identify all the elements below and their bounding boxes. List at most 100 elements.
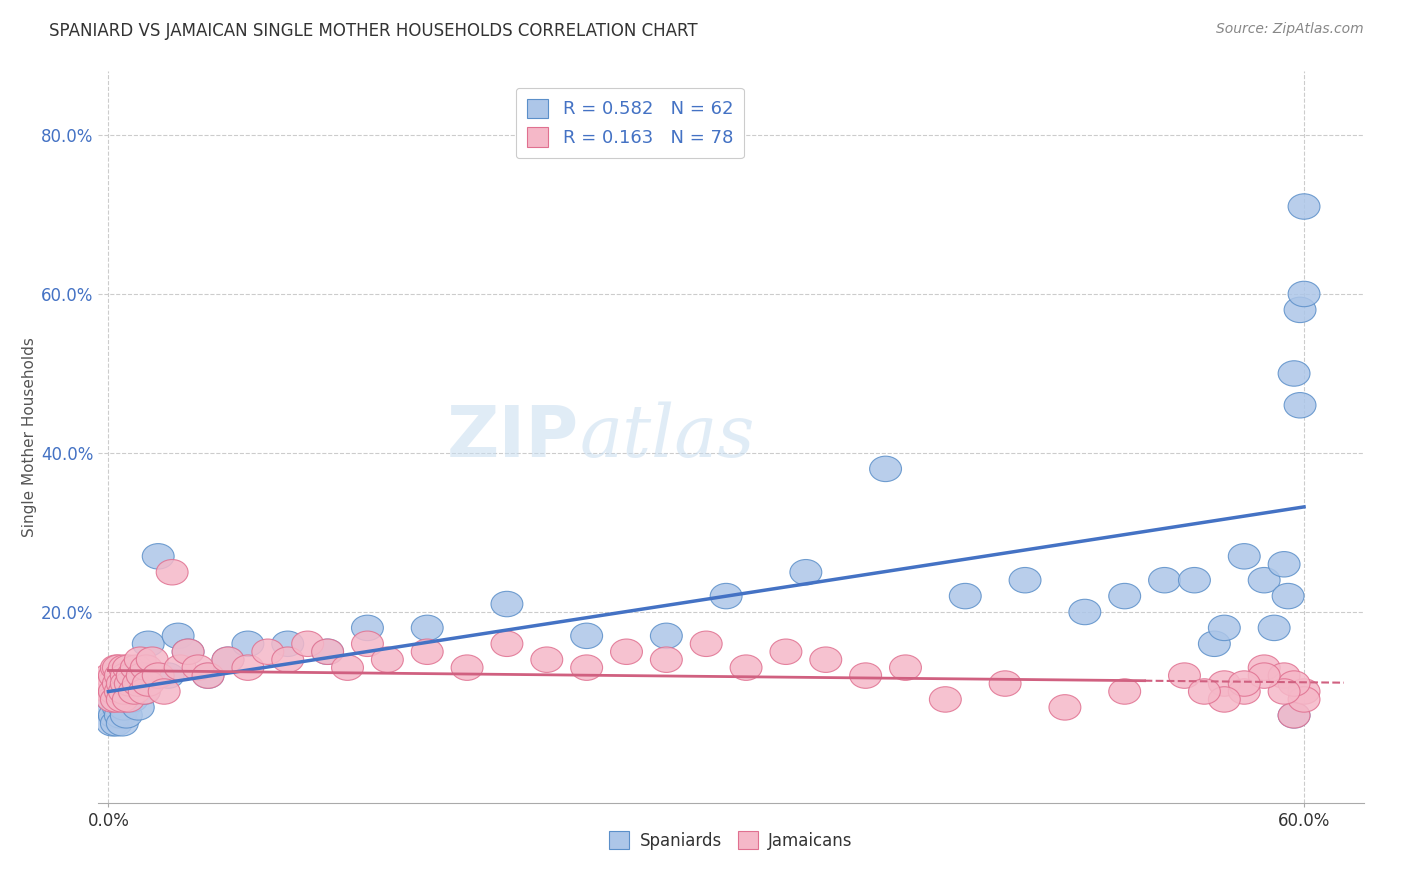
Ellipse shape [100,711,132,736]
Ellipse shape [890,655,921,681]
Ellipse shape [371,647,404,673]
Ellipse shape [121,679,152,704]
Ellipse shape [98,679,131,704]
Ellipse shape [990,671,1021,697]
Ellipse shape [152,663,184,689]
Ellipse shape [1284,392,1316,418]
Ellipse shape [1149,567,1181,593]
Ellipse shape [97,687,128,712]
Ellipse shape [142,663,174,689]
Ellipse shape [94,679,127,704]
Ellipse shape [1272,583,1303,609]
Ellipse shape [107,671,138,697]
Ellipse shape [949,583,981,609]
Ellipse shape [107,711,138,736]
Ellipse shape [104,663,136,689]
Ellipse shape [128,679,160,704]
Ellipse shape [929,687,962,712]
Ellipse shape [111,671,142,697]
Ellipse shape [1249,663,1279,689]
Ellipse shape [111,663,142,689]
Ellipse shape [98,679,131,704]
Ellipse shape [103,655,135,681]
Ellipse shape [97,711,128,736]
Ellipse shape [451,655,484,681]
Ellipse shape [352,615,384,640]
Ellipse shape [132,631,165,657]
Ellipse shape [810,647,842,673]
Ellipse shape [1249,567,1279,593]
Ellipse shape [97,687,128,712]
Ellipse shape [271,631,304,657]
Ellipse shape [117,687,148,712]
Ellipse shape [1278,703,1310,728]
Ellipse shape [491,591,523,616]
Ellipse shape [104,679,136,704]
Ellipse shape [1010,567,1040,593]
Ellipse shape [136,647,169,673]
Ellipse shape [1288,194,1320,219]
Ellipse shape [142,543,174,569]
Ellipse shape [651,624,682,648]
Ellipse shape [332,655,364,681]
Y-axis label: Single Mother Households: Single Mother Households [22,337,38,537]
Ellipse shape [1268,679,1301,704]
Legend: Spaniards, Jamaicans: Spaniards, Jamaicans [603,824,859,856]
Ellipse shape [271,647,304,673]
Ellipse shape [1288,687,1320,712]
Ellipse shape [312,639,343,665]
Ellipse shape [1268,663,1301,689]
Ellipse shape [312,639,343,665]
Ellipse shape [1208,687,1240,712]
Ellipse shape [128,679,160,704]
Ellipse shape [127,663,159,689]
Ellipse shape [212,647,243,673]
Ellipse shape [1278,671,1310,697]
Ellipse shape [1258,615,1291,640]
Ellipse shape [531,647,562,673]
Ellipse shape [121,655,152,681]
Ellipse shape [118,671,150,697]
Ellipse shape [118,679,150,704]
Ellipse shape [111,687,142,712]
Ellipse shape [132,671,165,697]
Ellipse shape [870,456,901,482]
Ellipse shape [1198,631,1230,657]
Ellipse shape [124,663,156,689]
Ellipse shape [162,624,194,648]
Ellipse shape [94,663,127,689]
Ellipse shape [104,679,136,704]
Ellipse shape [651,647,682,673]
Ellipse shape [108,679,141,704]
Ellipse shape [172,639,204,665]
Ellipse shape [1049,695,1081,720]
Ellipse shape [104,703,136,728]
Ellipse shape [571,655,603,681]
Ellipse shape [1288,281,1320,307]
Ellipse shape [117,663,148,689]
Ellipse shape [131,655,162,681]
Ellipse shape [183,655,214,681]
Ellipse shape [124,647,156,673]
Ellipse shape [1168,663,1201,689]
Ellipse shape [112,687,145,712]
Ellipse shape [1249,655,1279,681]
Ellipse shape [710,583,742,609]
Ellipse shape [1109,679,1140,704]
Ellipse shape [491,631,523,657]
Ellipse shape [1268,551,1301,577]
Ellipse shape [571,624,603,648]
Ellipse shape [1178,567,1211,593]
Ellipse shape [172,639,204,665]
Text: Source: ZipAtlas.com: Source: ZipAtlas.com [1216,22,1364,37]
Ellipse shape [108,679,141,704]
Ellipse shape [100,655,132,681]
Ellipse shape [610,639,643,665]
Ellipse shape [114,671,146,697]
Ellipse shape [291,631,323,657]
Ellipse shape [156,559,188,585]
Ellipse shape [1208,671,1240,697]
Ellipse shape [790,559,821,585]
Ellipse shape [1288,679,1320,704]
Ellipse shape [122,695,155,720]
